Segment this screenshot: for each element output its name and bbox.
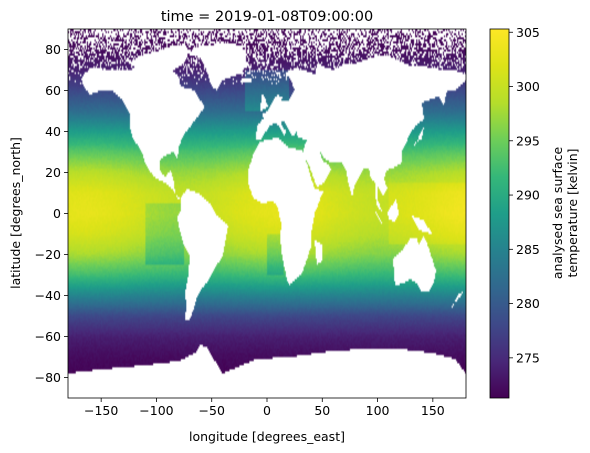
x-tick-label: 100 bbox=[366, 403, 390, 418]
x-tick-label: −100 bbox=[139, 403, 173, 418]
x-axis-label: longitude [degrees_east] bbox=[189, 429, 345, 444]
x-tick-label: 150 bbox=[421, 403, 445, 418]
y-axis-ticks: −80 −60 −40 −20 0 20 40 60 80 bbox=[35, 42, 68, 385]
x-tick-label: −50 bbox=[199, 403, 225, 418]
y-tick-label: −60 bbox=[35, 329, 61, 344]
x-tick-label: 50 bbox=[314, 403, 330, 418]
colorbar-tick-label: 275 bbox=[516, 350, 540, 365]
y-tick-label: −80 bbox=[35, 370, 61, 385]
colorbar-tick-label: 295 bbox=[516, 133, 540, 148]
x-tick-label: −150 bbox=[84, 403, 118, 418]
heatmap-plot bbox=[67, 28, 467, 399]
y-tick-label: −40 bbox=[35, 288, 61, 303]
colorbar-label-line1: analysed sea surface bbox=[550, 147, 565, 280]
y-tick-label: 40 bbox=[45, 124, 61, 139]
colorbar-label-line2: temperature [kelvin] bbox=[565, 148, 580, 277]
y-tick-label: 80 bbox=[45, 42, 61, 57]
y-tick-label: 0 bbox=[53, 206, 61, 221]
y-tick-label: 20 bbox=[45, 165, 61, 180]
y-axis-label: latitude [degrees_north] bbox=[8, 137, 23, 289]
x-axis-ticks: −150 −100 −50 0 50 100 150 bbox=[84, 398, 445, 418]
colorbar-tick-label: 285 bbox=[516, 242, 540, 257]
colorbar-tick-label: 305 bbox=[516, 25, 540, 40]
colorbar-tick-label: 290 bbox=[516, 188, 540, 203]
y-tick-label: 60 bbox=[45, 83, 61, 98]
colorbar-tick-label: 300 bbox=[516, 79, 540, 94]
y-tick-label: −20 bbox=[35, 247, 61, 262]
colorbar-gradient bbox=[489, 28, 510, 399]
sst-heatmap-raster bbox=[68, 29, 466, 398]
colorbar: 275 280 285 290 295 300 305 analysed sea surfa… bbox=[489, 25, 580, 399]
x-tick-label: 0 bbox=[263, 403, 271, 418]
colorbar-tick-label: 280 bbox=[516, 296, 540, 311]
chart-title: time = 2019-01-08T09:00:00 bbox=[161, 9, 373, 25]
colorbar-ticks: 275 280 285 290 295 300 305 bbox=[509, 25, 540, 365]
